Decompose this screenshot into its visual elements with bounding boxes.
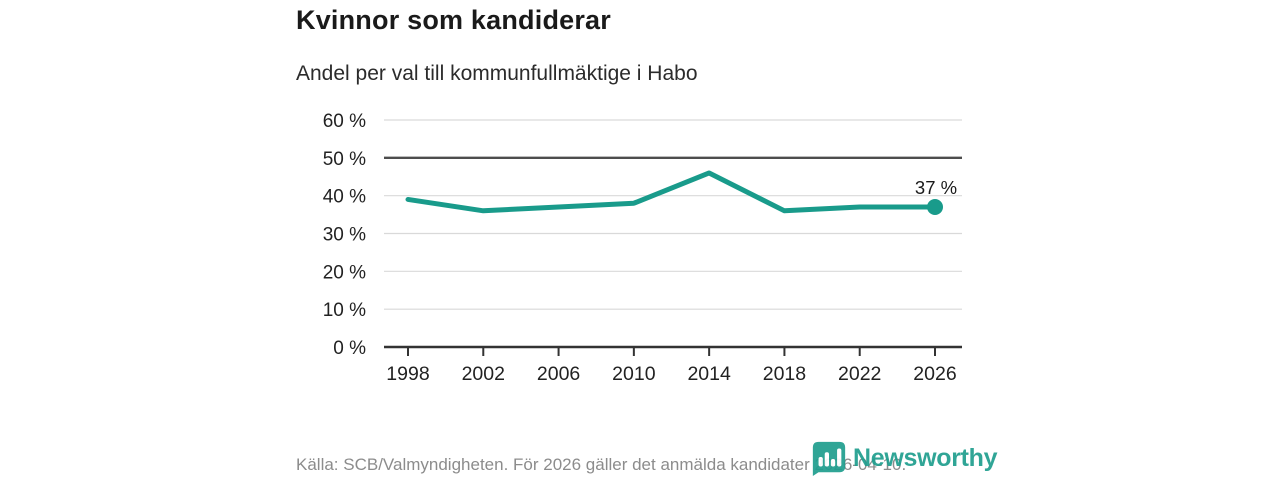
newsworthy-barchart-icon [812,441,846,477]
x-tick-label: 2014 [687,363,731,385]
end-point-marker [927,199,943,216]
x-tick-label: 2018 [763,363,806,385]
y-tick-label: 10 % [323,300,366,321]
y-tick-label: 0 % [333,338,366,359]
page-title: Kvinnor som kandiderar [296,5,611,35]
newsworthy-wordmark: Newsworthy [853,443,998,472]
x-tick-label: 1998 [386,363,429,385]
x-tick-label: 2002 [462,363,505,385]
x-tick-label: 2006 [537,363,580,385]
x-tick-label: 2022 [838,363,881,385]
end-point-label: 37 % [915,177,957,198]
data-line [405,170,938,214]
y-tick-label: 30 % [323,225,366,246]
x-tick-label: 2010 [612,363,656,385]
source-note: Källa: SCB/Valmyndigheten. För 2026 gäll… [296,455,907,474]
y-tick-label: 40 % [323,187,366,208]
y-tick-label: 20 % [323,262,366,283]
y-tick-label: 50 % [323,149,366,170]
x-tick-label: 2026 [913,363,956,385]
chart-subtitle: Andel per val till kommunfullmäktige i H… [296,62,698,85]
y-tick-label: 60 % [323,111,366,132]
newsworthy-logo: Newsworthy [810,438,998,478]
